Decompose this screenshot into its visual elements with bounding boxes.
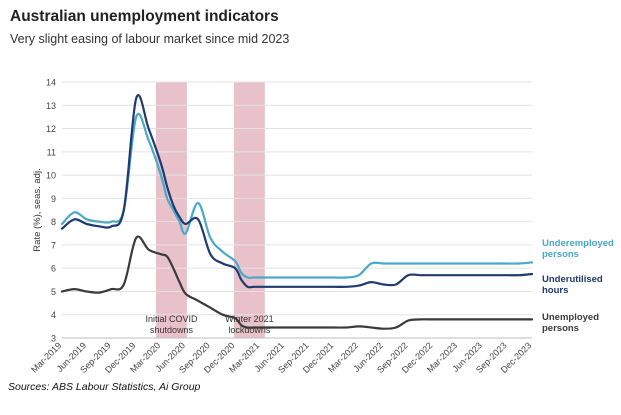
series-label-underutilised-hours: Underutilised: [542, 274, 603, 285]
shaded-period-0: [156, 82, 187, 338]
series-label-unemployed-persons: persons: [542, 323, 579, 334]
y-tick-label: 7: [51, 240, 56, 250]
series-label-underemployed-persons: persons: [542, 249, 579, 260]
series-label-unemployed-persons: Unemployed: [542, 312, 599, 323]
y-tick-label: 9: [51, 194, 56, 204]
shaded-period-label: shutdowns: [150, 325, 194, 335]
y-tick-label: 13: [46, 101, 56, 111]
y-tick-label: 12: [46, 124, 56, 134]
series-line-underemployed-persons: [60, 113, 534, 279]
y-tick-label: 8: [51, 217, 56, 227]
series-line-underutilised-hours: [60, 94, 534, 289]
series-label-underemployed-persons: Underemployed: [542, 238, 614, 249]
y-tick-label: 11: [47, 147, 56, 157]
series-line-unemployed-persons: [60, 235, 534, 330]
shaded-period-label: Winter 2021: [225, 314, 274, 324]
shaded-period-label: lockdowns: [228, 325, 271, 335]
y-tick-label: 5: [51, 287, 56, 297]
y-tick-label: 6: [51, 264, 56, 274]
y-tick-label: 14: [46, 78, 56, 88]
shaded-period-label: Initial COVID: [145, 314, 198, 324]
y-tick-label: 3: [51, 334, 56, 344]
source-note: Sources: ABS Labour Statistics, Ai Group: [8, 381, 201, 393]
chart-subtitle: Very slight easing of labour market sinc…: [10, 32, 290, 46]
series-label-underutilised-hours: hours: [542, 285, 568, 296]
chart-title: Australian unemployment indicators: [10, 8, 279, 25]
y-tick-label: 4: [51, 310, 56, 320]
y-axis-label: Rate (%), seas. adj.: [32, 168, 43, 251]
y-tick-label: 10: [46, 171, 56, 181]
shaded-period-1: [233, 82, 265, 338]
